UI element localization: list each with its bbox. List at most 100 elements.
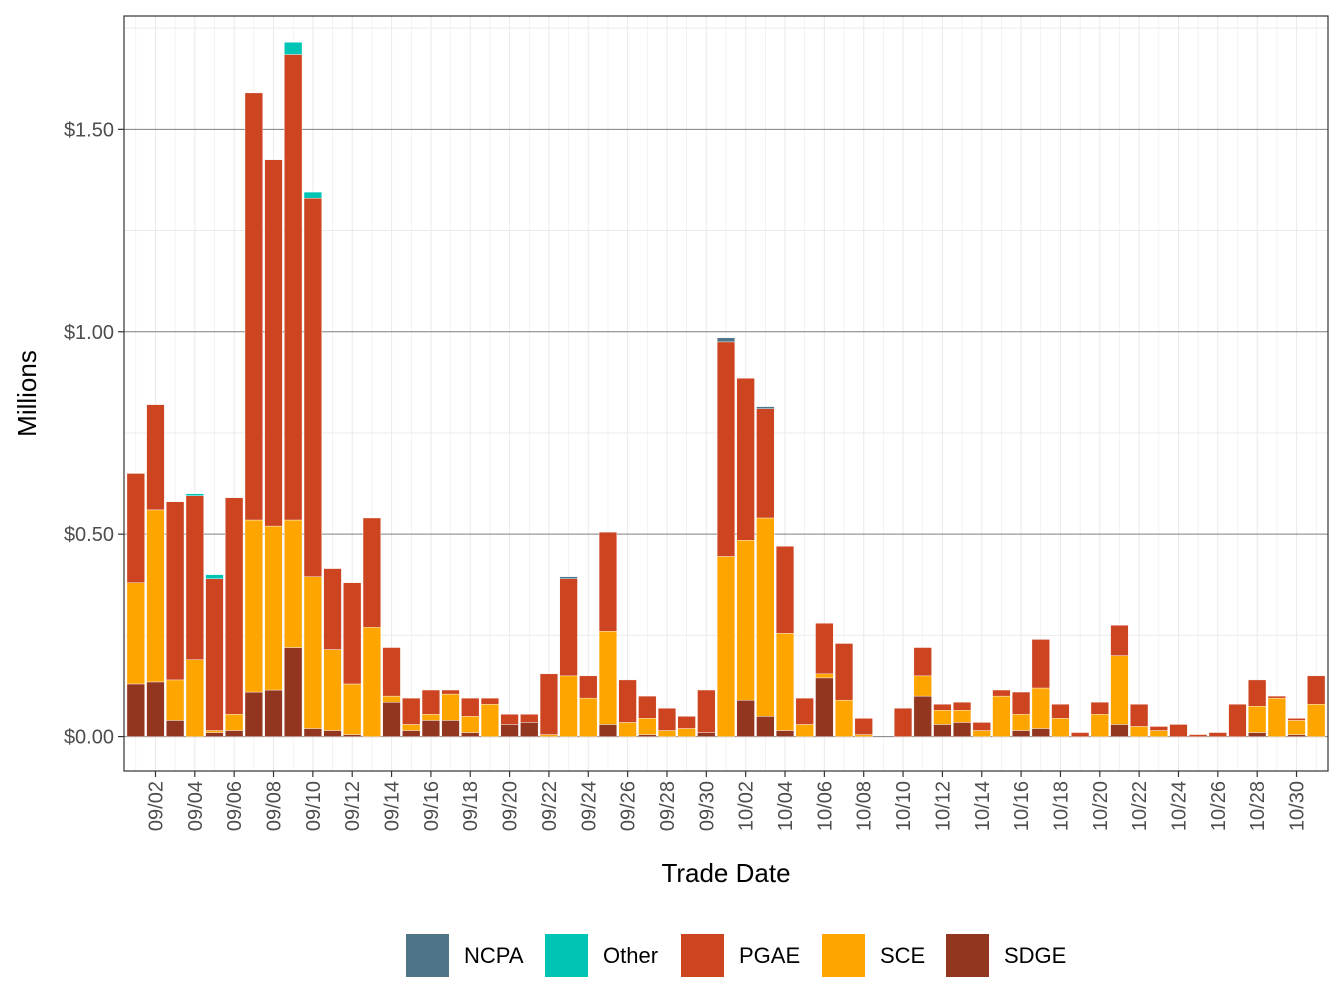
- bar-segment-sce: [1248, 706, 1267, 733]
- bar-segment-sdge: [441, 720, 460, 737]
- bar-segment-other: [205, 574, 224, 579]
- bar-segment-sce: [343, 683, 362, 735]
- bar-segment-pgae: [539, 673, 558, 735]
- bar-segment-pgae: [657, 708, 677, 731]
- bar-segment-sce: [1307, 704, 1326, 737]
- bar-segment-pgae: [284, 54, 303, 521]
- bar-segment-sce: [146, 509, 165, 683]
- bar-segment-ncpa: [716, 337, 736, 343]
- legend-label-other: Other: [603, 943, 658, 968]
- bar-segment-sce: [421, 714, 440, 721]
- bar-segment-pgae: [402, 697, 421, 725]
- bar-segment-pgae: [303, 197, 322, 577]
- bar-segment-sce: [244, 519, 263, 693]
- bar-segment-sce: [953, 710, 972, 723]
- bar-segment-pgae: [795, 697, 814, 725]
- bar-segment-sce: [264, 525, 283, 691]
- bar-segment-sce: [539, 734, 558, 737]
- bar-segment-sce: [1287, 720, 1306, 735]
- bar-segment-sce: [559, 675, 578, 737]
- legend-label-sce: SCE: [880, 943, 925, 968]
- legend-key-ncpa: [406, 934, 449, 977]
- bar-segment-pgae: [382, 647, 401, 697]
- bar-segment-pgae: [1130, 704, 1149, 727]
- bar-segment-pgae: [480, 697, 499, 705]
- bar-segment-sce: [598, 631, 618, 725]
- bar-segment-sce: [1149, 730, 1168, 737]
- bar-segment-sdge: [166, 720, 185, 737]
- bar-segment-other: [284, 42, 303, 55]
- bar-segment-sdge: [500, 724, 519, 737]
- bar-segment-sce: [461, 716, 480, 733]
- x-tick-label: 10/12: [932, 781, 954, 831]
- bar-segment-sdge: [421, 720, 440, 737]
- bar-segment-pgae: [1149, 726, 1168, 731]
- bar-segment-pgae: [854, 718, 873, 735]
- bar-segment-sce: [972, 730, 991, 737]
- bar-segment-pgae: [815, 623, 834, 675]
- bar-segment-pgae: [343, 582, 362, 685]
- bar-segment-pgae: [1208, 732, 1227, 737]
- bar-segment-pgae: [775, 546, 795, 634]
- bar-segment-sdge: [756, 716, 775, 737]
- y-tick-label: $1.00: [64, 322, 114, 344]
- x-tick-label: 09/06: [224, 781, 246, 831]
- bar-segment-sce: [815, 673, 834, 679]
- bar-segment-ncpa: [756, 406, 775, 409]
- bar-segment-sce: [834, 699, 854, 737]
- x-tick-label: 10/20: [1090, 781, 1112, 831]
- bar-segment-sce: [854, 734, 873, 737]
- bar-segment-pgae: [146, 404, 165, 511]
- bar-segment-pgae: [1307, 675, 1326, 705]
- bar-segment-sdge: [933, 724, 952, 737]
- bar-segment-pgae: [677, 716, 696, 729]
- bar-segment-pgae: [992, 689, 1011, 697]
- bar-segment-sce: [795, 724, 814, 737]
- bar-segment-pgae: [461, 697, 480, 717]
- x-tick-label: 09/08: [264, 781, 286, 831]
- bar-segment-sdge: [303, 728, 322, 737]
- x-tick-label: 09/20: [500, 781, 522, 831]
- bar-segment-pgae: [323, 568, 342, 650]
- legend-label-pgae: PGAE: [739, 943, 800, 968]
- bar-segment-sce: [205, 730, 224, 733]
- bar-segment-pgae: [1071, 732, 1090, 737]
- bar-segment-sce: [382, 695, 401, 703]
- bar-segment-sdge: [815, 677, 834, 737]
- x-tick-label: 10/22: [1129, 781, 1151, 831]
- bar-segment-ncpa: [559, 576, 578, 579]
- bar-segment-sce: [1031, 687, 1050, 729]
- bar-segment-sdge: [697, 732, 716, 737]
- bar-segment-pgae: [1228, 704, 1247, 737]
- bar-segment-sce: [1012, 714, 1031, 731]
- bar-segment-sce: [126, 582, 145, 685]
- bar-segment-pgae: [225, 497, 244, 715]
- bar-segment-pgae: [559, 578, 578, 677]
- bar-segment-sce: [480, 704, 499, 737]
- x-axis-title: Trade Date: [661, 858, 790, 888]
- x-tick-label: 09/18: [460, 781, 482, 831]
- bar-segment-pgae: [834, 643, 854, 701]
- bar-segment-pgae: [756, 408, 775, 519]
- bar-segment-pgae: [126, 473, 145, 583]
- bar-segment-sce: [323, 649, 342, 731]
- x-tick-label: 09/26: [618, 781, 640, 831]
- legend-key-sdge: [946, 934, 989, 977]
- x-tick-label: 10/28: [1247, 781, 1269, 831]
- x-tick-label: 10/08: [854, 781, 876, 831]
- x-tick-label: 10/10: [893, 781, 915, 831]
- bar-segment-pgae: [362, 517, 381, 628]
- bar-segment-sdge: [1110, 724, 1129, 737]
- x-tick-label: 10/26: [1208, 781, 1230, 831]
- bar-segment-pgae: [185, 495, 204, 660]
- bar-segment-other: [185, 493, 204, 496]
- bar-segment-sdge: [225, 730, 244, 737]
- bar-segment-sdge: [244, 691, 263, 737]
- bar-segment-sce: [166, 679, 185, 721]
- bar-segment-pgae: [1110, 625, 1129, 656]
- bar-segment-sdge: [1012, 730, 1031, 737]
- bar-segment-sdge: [775, 730, 795, 737]
- bar-segment-sce: [677, 728, 696, 737]
- legend-label-ncpa: NCPA: [464, 943, 524, 968]
